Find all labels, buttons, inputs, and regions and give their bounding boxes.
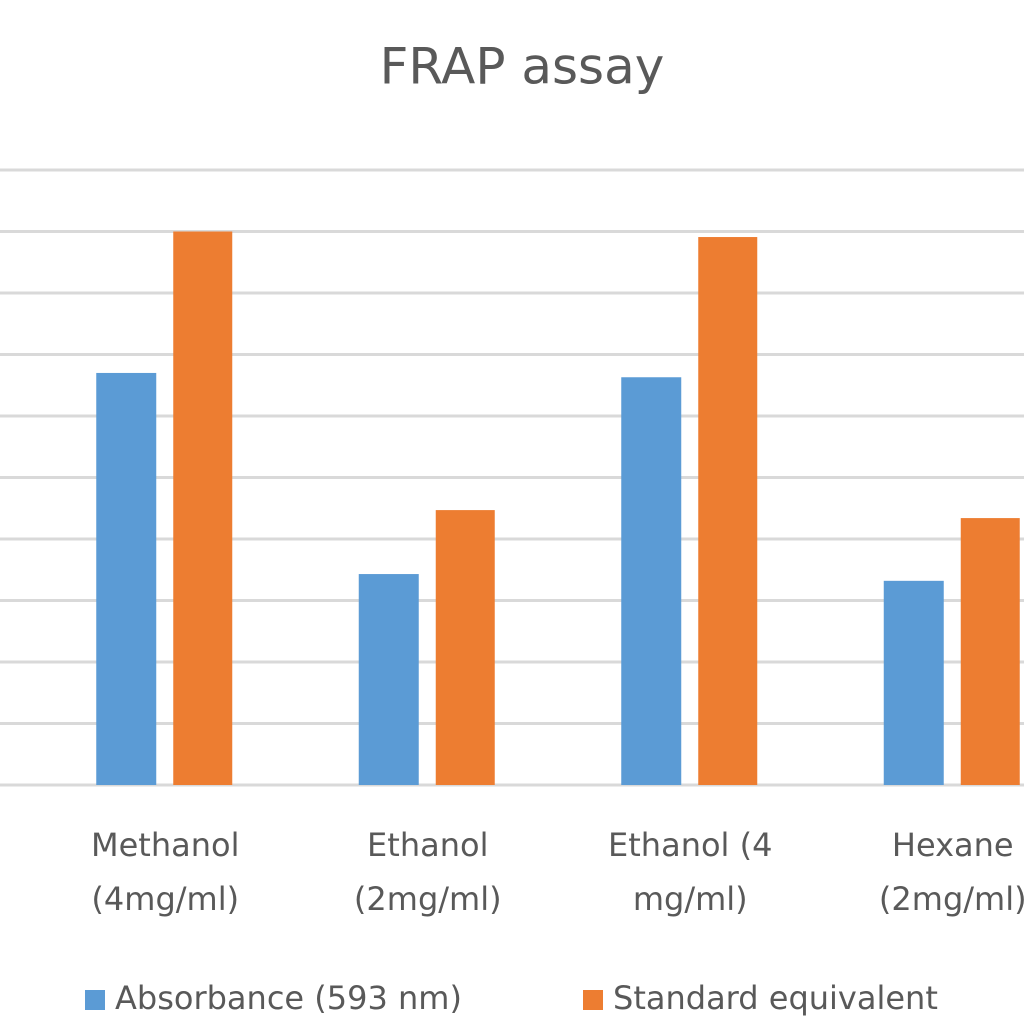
x-tick-label: Ethanol (4 [608, 826, 772, 864]
bar [96, 372, 157, 785]
bar [173, 231, 233, 785]
legend-swatch [583, 990, 603, 1010]
x-tick-label: mg/ml) [633, 880, 748, 918]
x-tick-label: (2mg/ml) [879, 880, 1024, 918]
bar [883, 580, 944, 785]
chart-title: FRAP assay [380, 38, 665, 96]
bar [698, 237, 758, 785]
legend-label: Absorbance (593 nm) [115, 979, 462, 1017]
bar [435, 510, 495, 785]
x-tick-label: Hexane [892, 826, 1014, 864]
x-tick-label: (2mg/ml) [354, 880, 502, 918]
bar [621, 377, 682, 785]
bar [358, 574, 419, 785]
bar [960, 518, 1020, 785]
legend-swatch [85, 990, 105, 1010]
x-tick-label: Ethanol [367, 826, 488, 864]
x-tick-label: (4mg/ml) [91, 880, 239, 918]
legend-label: Standard equivalent [613, 979, 938, 1017]
x-tick-label: Methanol [91, 826, 239, 864]
